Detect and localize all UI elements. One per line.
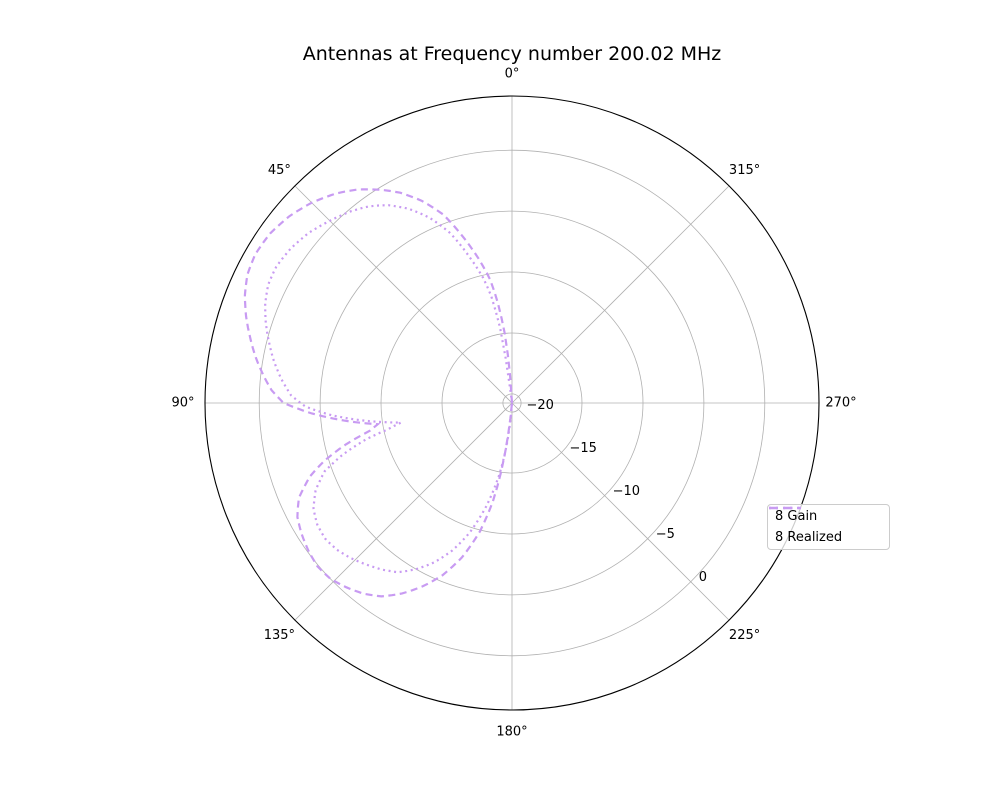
r-tick-label: −20	[527, 398, 554, 413]
angle-tick-label: 225°	[729, 628, 760, 643]
angle-tick-label: 90°	[171, 396, 194, 411]
grid-spoke	[511, 402, 730, 621]
series-8-realized-path	[264, 204, 514, 574]
angle-tick-label: 270°	[825, 396, 856, 411]
series-8-gain-path	[243, 188, 514, 598]
angle-tick-label: 315°	[729, 163, 760, 178]
r-tick-label: −15	[570, 441, 597, 456]
r-tick-label: −10	[613, 484, 640, 499]
grid-spoke	[511, 185, 730, 404]
polar-spine	[204, 95, 820, 711]
r-tick-label: −5	[656, 527, 675, 542]
angle-tick-label: 135°	[264, 628, 295, 643]
legend-label: 8 Gain	[775, 509, 818, 525]
chart-title: Antennas at Frequency number 200.02 MHz	[302, 43, 722, 65]
legend: 8 Gain 8 Realized	[767, 504, 890, 550]
grid-spoke	[294, 185, 513, 404]
legend-item-realized: 8 Realized	[769, 506, 882, 547]
dotted-line-sample	[769, 506, 801, 510]
angle-tick-label: 0°	[505, 67, 520, 82]
angle-tick-label: 180°	[496, 725, 527, 740]
legend-label: 8 Realized	[775, 529, 843, 545]
angle-tick-label: 45°	[268, 163, 291, 178]
r-tick-label: 0	[699, 570, 707, 585]
grid-spoke	[294, 402, 513, 621]
